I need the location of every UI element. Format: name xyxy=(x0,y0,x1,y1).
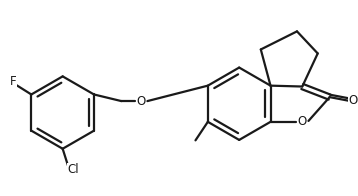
Text: O: O xyxy=(137,95,146,108)
Text: Cl: Cl xyxy=(67,163,79,176)
Text: O: O xyxy=(349,94,358,107)
Text: F: F xyxy=(9,75,16,88)
Text: O: O xyxy=(297,115,307,128)
